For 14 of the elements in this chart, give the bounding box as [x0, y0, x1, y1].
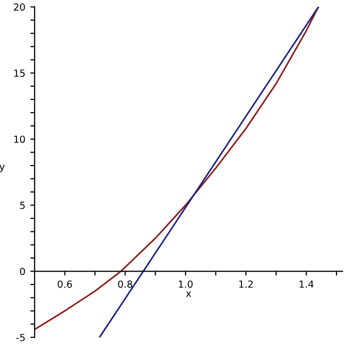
x-tick-label: 1.0 [178, 280, 193, 288]
x-tick-label: 1.4 [300, 280, 314, 288]
x-tick-label: 0.6 [58, 280, 72, 288]
line-series [34, 6, 320, 330]
x-axis-title: x [186, 292, 192, 297]
y-tick-label: 0 [20, 268, 25, 276]
y-tick-label: 15 [14, 70, 25, 77]
y-tick-label: 5 [20, 202, 25, 210]
x-tick-label: 1.2 [239, 280, 253, 288]
x-tick-label: 0.8 [118, 280, 132, 288]
y-axis-title: y [0, 164, 5, 172]
y-tick-label: 10 [14, 136, 25, 143]
y-tick-label: 20 [14, 3, 25, 11]
y-tick-label: -5 [16, 334, 25, 342]
